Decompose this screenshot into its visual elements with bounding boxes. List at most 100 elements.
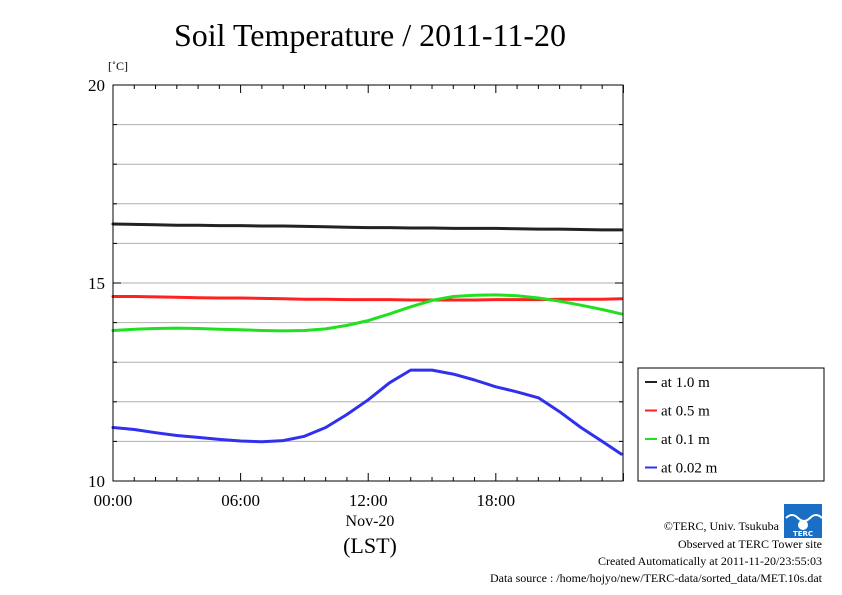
series-point — [579, 426, 583, 429]
series-point — [281, 329, 285, 333]
series-point — [196, 296, 200, 299]
series-point — [409, 305, 412, 308]
series-point — [324, 327, 327, 331]
series-point — [600, 440, 604, 443]
source-text: Data source : /home/hojyo/new/TERC-data/… — [490, 571, 823, 585]
grid-lines — [113, 124, 623, 442]
series-point — [303, 298, 306, 301]
series-point — [430, 299, 434, 302]
x-tick-label: 06:00 — [221, 491, 260, 510]
series-point — [281, 439, 285, 442]
series-point — [324, 298, 327, 301]
series-point — [175, 434, 179, 437]
series-point — [494, 385, 498, 388]
series-point — [367, 398, 370, 402]
series-point — [154, 295, 157, 299]
series-point — [537, 396, 540, 400]
legend-box — [637, 367, 825, 482]
series-point — [515, 227, 519, 230]
series-point — [579, 298, 583, 301]
series-point — [558, 227, 561, 231]
series-point — [218, 328, 221, 331]
series-point — [367, 298, 370, 301]
series-point — [430, 226, 434, 230]
legend-label: at 0.1 m — [661, 432, 710, 448]
series-point — [537, 296, 540, 300]
series-point — [620, 297, 623, 301]
series-point — [388, 298, 391, 301]
y-tick-label: 15 — [88, 274, 105, 293]
series-point — [430, 368, 434, 372]
series-point — [303, 225, 306, 228]
series-point — [239, 224, 242, 227]
series-point — [558, 300, 561, 303]
series-point — [196, 436, 200, 439]
series-point — [324, 225, 327, 228]
series-point — [473, 378, 476, 382]
x-tick-label: 00:00 — [94, 491, 133, 510]
series-point — [154, 223, 157, 226]
series-point — [196, 223, 200, 227]
copyright-text: ©TERC, Univ. Tsukuba — [664, 519, 780, 533]
series-point — [515, 298, 519, 301]
series-point — [281, 224, 285, 228]
series-point — [345, 413, 349, 416]
series-point — [388, 381, 391, 384]
x-tick-label: 12:00 — [349, 491, 388, 510]
series-point — [494, 293, 498, 297]
series-point — [196, 327, 200, 330]
y-tick-label: 10 — [88, 472, 105, 491]
series-point — [473, 298, 476, 302]
series-point — [367, 226, 370, 229]
series-point — [345, 298, 349, 301]
series-point — [620, 228, 623, 232]
series-point — [281, 297, 285, 301]
terc-logo: TERC — [784, 504, 823, 538]
series-point — [260, 297, 264, 300]
series-point — [239, 439, 242, 443]
series-point — [175, 326, 179, 330]
series-point — [154, 431, 157, 434]
series-point — [345, 324, 349, 327]
series-point — [133, 295, 136, 298]
series-point — [133, 328, 136, 331]
series-point — [473, 227, 476, 230]
series-point — [218, 296, 221, 300]
series-point — [452, 298, 455, 302]
y-tick-label: 20 — [88, 76, 105, 95]
legend-label: at 0.5 m — [661, 404, 710, 420]
series-point — [558, 410, 561, 413]
series-point — [494, 298, 498, 301]
legend-label: at 1.0 m — [661, 375, 710, 391]
series-point — [388, 312, 391, 316]
series-point — [239, 296, 242, 300]
date-label: Nov-20 — [346, 513, 395, 530]
series-point — [345, 225, 349, 229]
series-point — [175, 223, 179, 227]
created-text: Created Automatically at 2011-11-20/23:5… — [598, 554, 822, 568]
series-point — [515, 294, 519, 297]
series-point — [620, 452, 623, 456]
series-point — [133, 428, 136, 431]
series-point — [515, 390, 519, 394]
axis-ticks: 00:00 06:00 12:00 18:00 10 15 20 — [88, 76, 624, 510]
series-lines — [111, 222, 623, 456]
series-point — [303, 329, 306, 332]
series-point — [133, 223, 136, 226]
series-point — [175, 296, 179, 299]
series-point — [579, 228, 583, 231]
series-point — [620, 312, 623, 316]
y-axis-unit-label: [˚C] — [108, 59, 128, 73]
series-point — [388, 226, 391, 229]
series-point — [239, 328, 242, 331]
chart-title: Soil Temperature / 2011-11-20 — [174, 17, 566, 53]
series-point — [473, 294, 476, 297]
series-point — [303, 435, 306, 438]
series-line-0 — [111, 222, 623, 232]
series-point — [452, 372, 455, 376]
series-point — [260, 440, 264, 443]
logo-drop-icon — [798, 520, 808, 530]
series-point — [409, 368, 412, 372]
series-point — [409, 298, 412, 302]
